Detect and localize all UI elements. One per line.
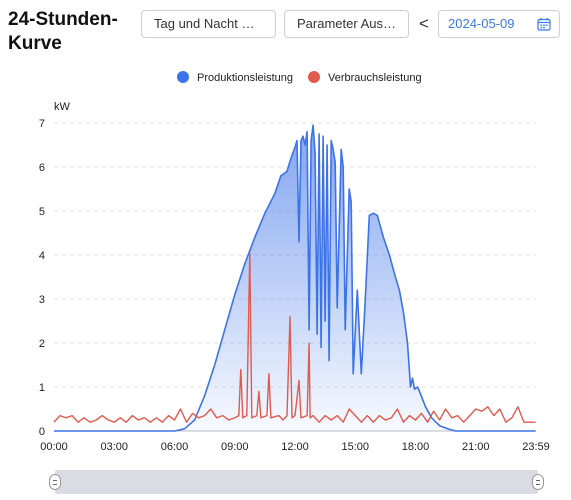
date-picker[interactable]: 2024-05-09 [438,10,560,38]
previous-day-button[interactable]: < [419,14,429,33]
x-tick-label: 12:00 [281,441,309,453]
production-area [54,125,536,431]
x-tick-label: 21:00 [462,441,490,453]
date-value: 2024-05-09 [448,16,515,31]
parameter-selection-button[interactable]: Parameter Auswahl [284,10,409,38]
x-tick-label: 09:00 [221,441,249,453]
x-tick-label: 06:00 [161,441,189,453]
power-chart[interactable]: Produktionsleistung Verbrauchsleistung k… [0,60,571,460]
x-tick-label: 00:00 [40,441,68,453]
y-tick-label: 0 [39,426,45,438]
calendar-icon[interactable] [537,17,551,31]
page-title: 24-Stunden-Kurve [8,9,118,54]
chart-legend: Produktionsleistung Verbrauchsleistung [177,71,422,84]
y-tick-label: 2 [39,338,45,350]
y-tick-label: 6 [39,162,45,174]
y-tick-label: 5 [39,206,45,218]
time-range-slider[interactable] [55,470,538,494]
x-tick-label: 18:00 [402,441,430,453]
day-night-mode-button[interactable]: Tag und Nacht Mod... [141,10,276,38]
x-tick-label: 23:59 [522,441,550,453]
legend-consumption-label[interactable]: Verbrauchsleistung [328,72,422,84]
legend-production-label[interactable]: Produktionsleistung [197,72,293,84]
y-axis-unit-label: kW [54,101,71,113]
x-tick-label: 15:00 [341,441,369,453]
y-tick-label: 7 [39,118,45,130]
consumption-line[interactable] [53,252,536,423]
y-tick-label: 4 [39,250,45,262]
production-line[interactable] [54,124,536,432]
legend-production-marker[interactable] [177,71,189,83]
y-tick-label: 3 [39,294,45,306]
legend-consumption-marker[interactable] [308,71,320,83]
y-tick-label: 1 [39,382,45,394]
x-tick-label: 03:00 [100,441,128,453]
range-end-handle[interactable] [532,474,544,490]
range-start-handle[interactable] [49,474,61,490]
